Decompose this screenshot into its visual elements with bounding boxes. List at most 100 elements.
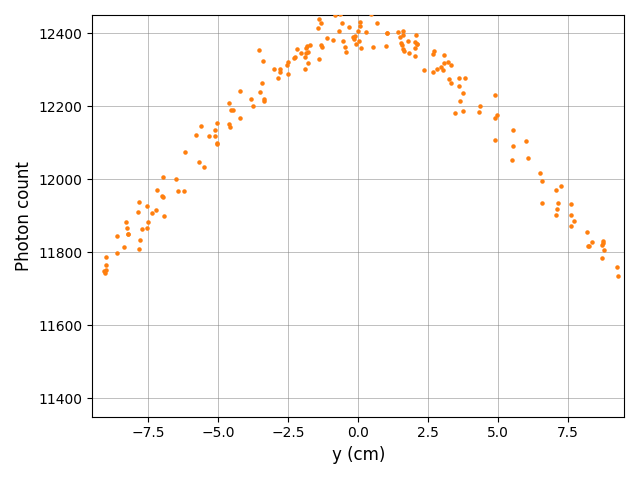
Point xyxy=(348,33,358,41)
Point xyxy=(507,157,517,164)
Point xyxy=(354,7,364,14)
Point xyxy=(173,187,183,195)
Point xyxy=(101,253,111,261)
Point xyxy=(355,44,366,52)
Point xyxy=(403,37,413,45)
Point xyxy=(404,49,415,57)
Point xyxy=(395,34,405,41)
Point xyxy=(438,59,449,67)
Point xyxy=(171,175,181,182)
Point xyxy=(599,246,609,254)
Point xyxy=(212,141,222,148)
Point xyxy=(397,27,408,35)
Point xyxy=(249,103,259,110)
Point xyxy=(444,75,454,83)
Point xyxy=(372,19,382,26)
Point xyxy=(143,218,153,226)
Point xyxy=(355,23,365,30)
Point xyxy=(439,51,449,59)
Point xyxy=(268,66,279,73)
Point xyxy=(537,199,547,207)
Point xyxy=(300,65,311,72)
Point xyxy=(119,243,129,251)
Point xyxy=(396,39,406,46)
Point xyxy=(397,42,408,49)
Point xyxy=(224,99,234,107)
Point xyxy=(296,49,306,57)
Point xyxy=(419,66,429,74)
Point xyxy=(102,262,112,269)
Point xyxy=(535,170,545,177)
Point xyxy=(521,137,531,145)
Point xyxy=(255,88,265,95)
Point xyxy=(551,186,562,194)
Point xyxy=(122,224,132,231)
Point xyxy=(212,139,222,147)
Point xyxy=(316,44,327,51)
Point xyxy=(314,15,325,23)
Point xyxy=(381,43,392,50)
Point xyxy=(316,41,326,48)
Point xyxy=(147,209,157,217)
Point xyxy=(412,40,422,48)
Point xyxy=(226,106,236,114)
Point xyxy=(587,238,597,246)
Point xyxy=(368,43,378,50)
Point xyxy=(507,126,518,134)
Point xyxy=(490,114,500,122)
Point xyxy=(397,31,408,39)
Point xyxy=(235,88,245,95)
Point xyxy=(158,193,168,200)
Point xyxy=(259,95,269,103)
Point xyxy=(327,36,337,44)
Point xyxy=(133,208,143,216)
Point xyxy=(312,24,323,32)
Point xyxy=(566,211,576,218)
Point xyxy=(159,212,169,219)
Point xyxy=(258,97,268,105)
Point xyxy=(305,42,315,49)
Point xyxy=(137,225,148,232)
Point xyxy=(246,95,256,103)
Point xyxy=(226,124,236,131)
Point xyxy=(158,173,168,181)
Point xyxy=(258,80,268,87)
Y-axis label: Photon count: Photon count xyxy=(15,161,33,271)
Point xyxy=(199,163,209,171)
Point xyxy=(353,27,363,35)
Point xyxy=(179,187,189,195)
Point xyxy=(235,114,245,122)
Point xyxy=(597,254,607,262)
Point xyxy=(336,9,346,17)
Point xyxy=(566,222,576,230)
Point xyxy=(142,224,152,232)
Point xyxy=(123,230,134,238)
Point xyxy=(551,211,561,219)
Point xyxy=(552,199,562,206)
Point xyxy=(583,242,594,250)
Point xyxy=(112,249,122,257)
Point xyxy=(335,11,345,18)
Point xyxy=(455,97,465,104)
Point xyxy=(399,47,410,55)
Point xyxy=(598,239,608,246)
Point xyxy=(191,131,201,138)
Point xyxy=(228,106,238,114)
Point xyxy=(282,61,292,69)
Point xyxy=(355,18,365,26)
Point xyxy=(341,48,351,56)
Point xyxy=(410,44,420,51)
Point xyxy=(427,68,438,76)
Point xyxy=(340,44,350,51)
Point xyxy=(151,206,162,214)
Point xyxy=(101,266,111,274)
Point xyxy=(134,198,144,205)
Point xyxy=(361,28,371,35)
Point xyxy=(303,59,313,67)
Point xyxy=(412,41,422,48)
Point xyxy=(283,58,293,66)
Point xyxy=(392,28,403,36)
X-axis label: y (cm): y (cm) xyxy=(332,446,385,464)
Point xyxy=(411,31,421,38)
Point xyxy=(351,40,361,47)
